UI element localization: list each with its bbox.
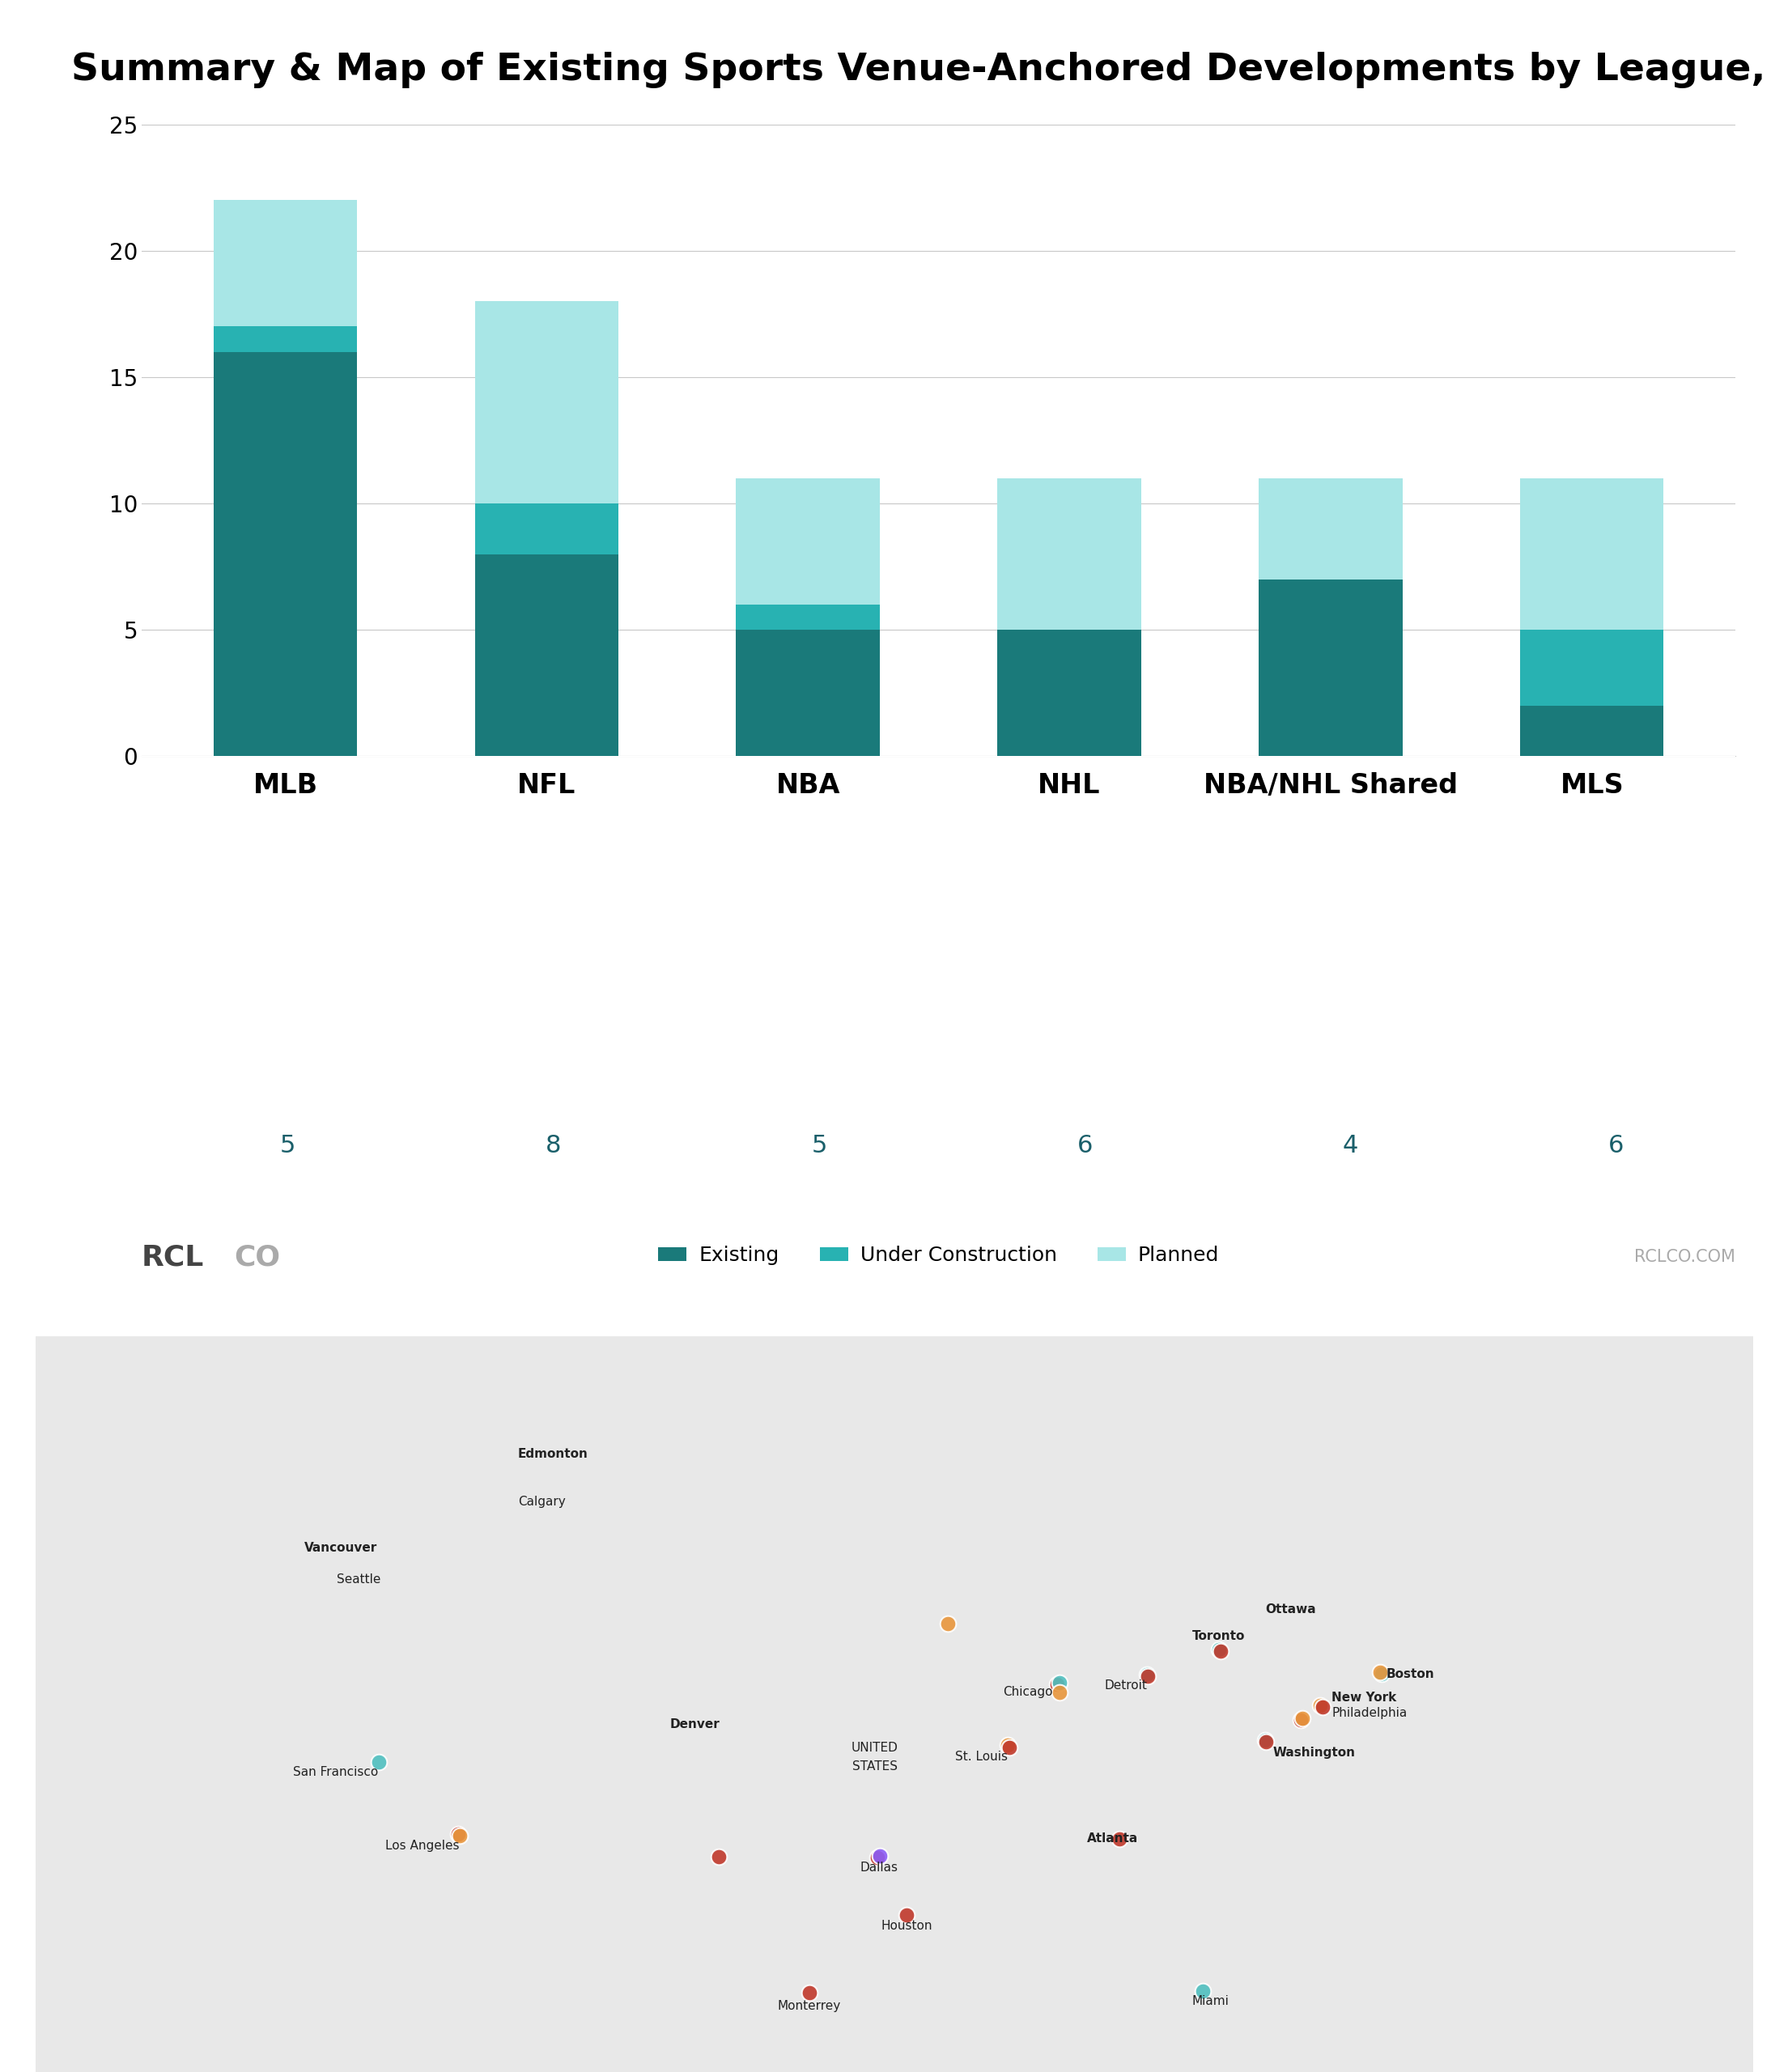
Point: [1045, 1666, 1073, 1699]
Point: [795, 1977, 824, 2010]
Text: 1: 1: [280, 1034, 296, 1059]
Point: [864, 1842, 893, 1875]
Text: New York: New York: [1332, 1693, 1397, 1703]
Bar: [1259, 479, 1403, 580]
Point: [1133, 1658, 1162, 1691]
Text: 7: 7: [1342, 934, 1358, 959]
Bar: [1259, 580, 1403, 756]
Text: Ottawa: Ottawa: [1264, 1604, 1316, 1616]
Text: RCL: RCL: [142, 1243, 204, 1270]
Text: 23: 23: [1596, 812, 1636, 841]
Bar: [737, 479, 880, 605]
Bar: [475, 553, 618, 756]
Text: Washington: Washington: [1273, 1747, 1355, 1759]
Text: 8: 8: [545, 1133, 561, 1158]
Text: San Francisco: San Francisco: [294, 1765, 379, 1778]
Text: 16: 16: [273, 934, 303, 959]
Point: [866, 1840, 894, 1873]
Point: [705, 1840, 733, 1873]
Text: 3: 3: [1608, 1034, 1624, 1059]
Text: 5: 5: [811, 1133, 827, 1158]
Text: Philadelphia: Philadelphia: [1332, 1707, 1408, 1720]
Text: 0: 0: [1077, 1034, 1093, 1059]
Point: [1250, 1724, 1279, 1757]
Text: 6: 6: [1077, 1133, 1093, 1158]
Point: [1365, 1656, 1394, 1689]
Point: [445, 1817, 473, 1850]
Point: [933, 1608, 962, 1641]
Point: [1204, 1633, 1233, 1666]
Point: [1288, 1703, 1316, 1736]
Bar: [475, 503, 618, 553]
Text: Chicago: Chicago: [1002, 1687, 1052, 1699]
Point: [995, 1730, 1024, 1763]
Text: 1: 1: [811, 1034, 827, 1059]
Text: 30: 30: [267, 812, 308, 841]
Bar: [997, 479, 1141, 630]
Bar: [737, 630, 880, 756]
Text: 2: 2: [1608, 934, 1624, 959]
Text: 6: 6: [1608, 1133, 1624, 1158]
Text: 2: 2: [545, 1034, 561, 1059]
Point: [1309, 1691, 1337, 1724]
Point: [1133, 1660, 1162, 1693]
Text: Seattle: Seattle: [336, 1573, 381, 1585]
Text: Total
Venues: Total Venues: [158, 800, 250, 854]
Point: [1043, 1668, 1071, 1701]
Point: [1367, 1658, 1396, 1691]
Text: Toronto: Toronto: [1192, 1631, 1245, 1643]
Text: 4: 4: [1342, 1133, 1358, 1158]
Bar: [214, 201, 358, 327]
Text: CO: CO: [234, 1243, 280, 1270]
Bar: [997, 630, 1141, 756]
Text: 0: 0: [1342, 1034, 1358, 1059]
Text: 22: 22: [1064, 812, 1105, 841]
Text: Detroit: Detroit: [1105, 1680, 1148, 1693]
Point: [1289, 1701, 1318, 1734]
Point: [1105, 1821, 1133, 1854]
Text: STATES: STATES: [852, 1761, 898, 1774]
Text: 31: 31: [533, 812, 574, 841]
Text: Edmonton: Edmonton: [517, 1448, 588, 1461]
Bar: [1520, 630, 1663, 707]
Point: [893, 1898, 921, 1931]
Text: St. Louis: St. Louis: [955, 1751, 1008, 1763]
Text: 19: 19: [799, 812, 839, 841]
Point: [1206, 1635, 1234, 1668]
Text: Los Angeles: Los Angeles: [384, 1840, 459, 1852]
Point: [994, 1728, 1022, 1761]
Text: 10: 10: [1330, 812, 1371, 841]
Text: 5: 5: [280, 1133, 296, 1158]
Bar: [737, 605, 880, 630]
Text: Monterrey: Monterrey: [777, 1999, 841, 2012]
Point: [1252, 1726, 1280, 1759]
Text: 5: 5: [811, 934, 827, 959]
Text: Dallas: Dallas: [859, 1861, 898, 1873]
Text: Calgary: Calgary: [517, 1496, 565, 1508]
Point: [446, 1819, 475, 1852]
Bar: [475, 300, 618, 503]
Text: 8: 8: [545, 934, 561, 959]
Bar: [1520, 479, 1663, 630]
Bar: [214, 327, 358, 352]
Bar: [1520, 707, 1663, 756]
Text: Boston: Boston: [1387, 1668, 1435, 1680]
Text: 5: 5: [1077, 934, 1093, 959]
Point: [1307, 1689, 1335, 1722]
Text: Summary & Map of Existing Sports Venue-Anchored Developments by League, 2024: Summary & Map of Existing Sports Venue-A…: [71, 52, 1771, 89]
Text: UNITED: UNITED: [852, 1743, 898, 1753]
Text: Denver: Denver: [669, 1718, 719, 1730]
Text: RCLCO.COM: RCLCO.COM: [1635, 1249, 1736, 1266]
Text: Miami: Miami: [1192, 1995, 1229, 2008]
Legend: Existing, Under Construction, Planned: Existing, Under Construction, Planned: [650, 1237, 1227, 1274]
Text: Vancouver: Vancouver: [305, 1542, 377, 1554]
Point: [1045, 1676, 1073, 1709]
Text: Atlanta: Atlanta: [1087, 1832, 1139, 1844]
Point: [1188, 1975, 1217, 2008]
Point: [365, 1745, 393, 1778]
Text: Houston: Houston: [880, 1921, 932, 1931]
Bar: [214, 352, 358, 756]
